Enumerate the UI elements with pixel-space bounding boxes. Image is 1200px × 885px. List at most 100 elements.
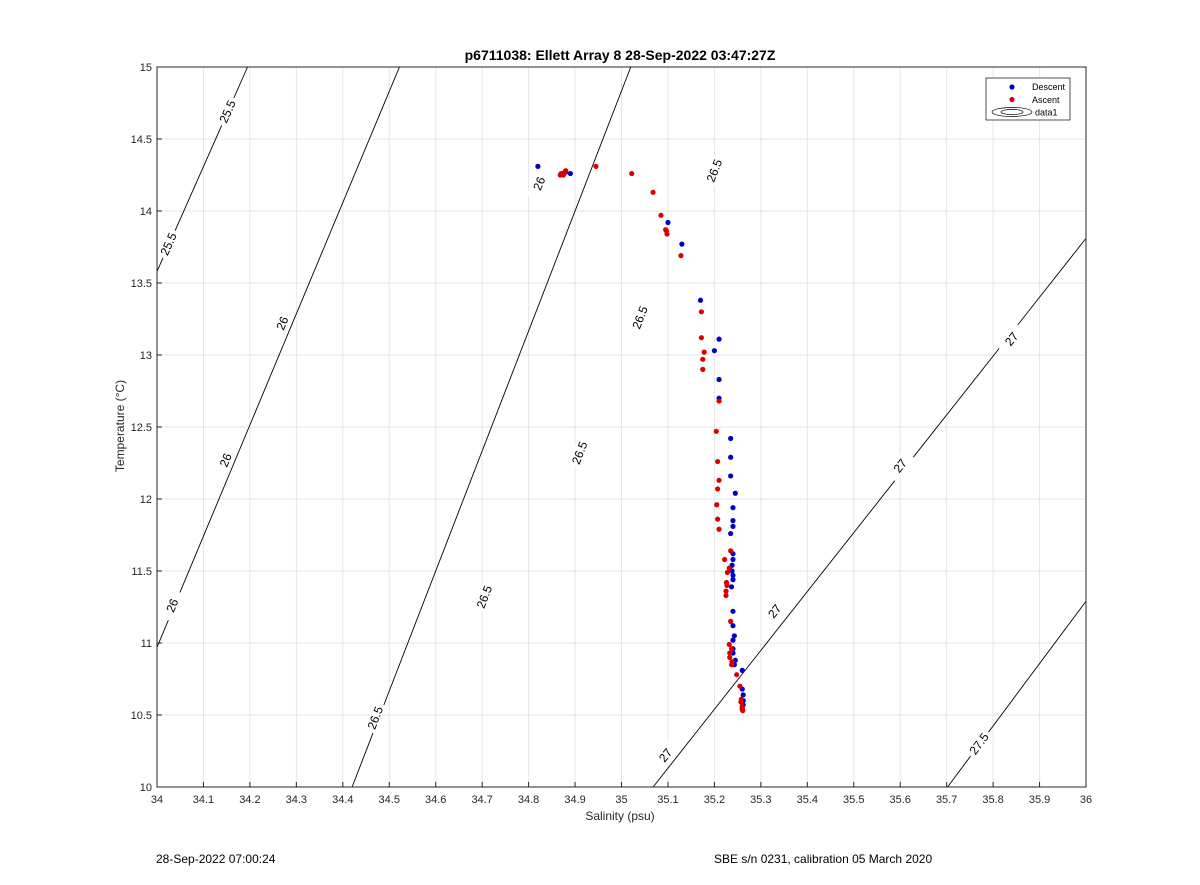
x-tick-label: 34.5	[379, 794, 400, 806]
contour-label-bg	[215, 95, 241, 129]
ascent-point	[723, 588, 729, 594]
contour-label-bg	[567, 436, 592, 470]
descent-point	[730, 523, 736, 529]
y-tick-label: 11.5	[131, 566, 152, 578]
legend-label-ascent: Ascent	[1032, 95, 1060, 105]
x-tick-label: 35.1	[657, 794, 678, 806]
descent-point	[716, 376, 722, 383]
data-points	[535, 163, 746, 714]
ascent-point	[663, 228, 670, 234]
y-tick-label: 14	[140, 206, 152, 218]
ascent-point	[728, 618, 734, 625]
x-axis-label: Salinity (psu)	[585, 809, 654, 823]
descent-point	[739, 667, 745, 673]
contour-label-bg	[628, 301, 653, 335]
x-tick-label: 35.6	[889, 794, 910, 806]
descent-point	[697, 297, 704, 303]
ascent-point	[563, 168, 569, 174]
ascent-point	[701, 349, 707, 355]
descent-point	[731, 633, 737, 639]
descent-point	[679, 241, 685, 247]
descent-point	[567, 170, 574, 177]
contour-label-bg	[759, 595, 790, 628]
legend: Descent Ascent data1	[985, 77, 1071, 121]
descent-point	[730, 577, 736, 583]
legend-marker-descent	[1009, 84, 1015, 90]
descent-point	[716, 336, 722, 342]
descent-point	[740, 692, 746, 698]
ascent-point	[734, 672, 740, 678]
descent-point	[711, 348, 718, 354]
ascent-point	[716, 477, 722, 483]
ascent-point	[723, 592, 729, 599]
chart-title: p6711038: Ellett Array 8 28-Sep-2022 03:…	[465, 47, 776, 63]
ascent-point	[716, 526, 722, 532]
descent-point	[730, 505, 736, 511]
descent-point	[730, 637, 736, 643]
ascent-point	[740, 708, 746, 714]
ascent-point	[698, 309, 704, 315]
ascent-point	[650, 189, 656, 195]
descent-point	[730, 623, 736, 629]
x-tick-label: 35.3	[750, 794, 771, 806]
contour-label-bg	[270, 306, 295, 340]
ascent-point	[715, 486, 721, 492]
ascent-point	[558, 170, 564, 177]
descent-point	[730, 572, 736, 578]
footer-calibration: SBE s/n 0231, calibration 05 March 2020	[714, 852, 933, 866]
x-tick-label: 34	[151, 794, 163, 806]
ascent-point	[698, 335, 704, 341]
contour-label: 26	[163, 596, 181, 614]
legend-label-descent: Descent	[1032, 82, 1066, 92]
ascent-point	[715, 516, 721, 522]
isopycnal-26.5	[351, 66, 632, 788]
legend-box	[985, 77, 1071, 121]
y-tick-label: 10	[140, 782, 152, 794]
y-tick-label: 10.5	[131, 710, 152, 722]
ascent-point	[728, 646, 735, 652]
contour-label: 26	[217, 451, 235, 469]
y-tick-label: 12.5	[131, 422, 152, 434]
descent-point	[535, 163, 541, 169]
y-tick-label: 12	[140, 494, 152, 506]
axis-ticks: 34 34.1 34.2 34.3 34.4 34.5 34.6 34.7 34.8 34.9 35…	[131, 62, 1093, 806]
descent-point	[728, 473, 734, 479]
y-tick-label: 15	[140, 62, 152, 74]
y-tick-label: 13.5	[131, 278, 152, 290]
x-tick-label: 35.4	[797, 794, 818, 806]
ascent-point	[714, 502, 720, 508]
legend-marker-contour	[991, 107, 1033, 117]
isopycnal-26	[156, 66, 400, 648]
descent-point	[728, 454, 734, 460]
ascent-point	[713, 428, 719, 434]
contour-label-bg	[885, 449, 915, 482]
descent-point	[728, 530, 734, 537]
grid-lines	[157, 67, 1086, 787]
contour-label-bg	[702, 154, 727, 188]
contour-label-bg	[363, 701, 388, 735]
ascent-point	[726, 565, 732, 571]
descent-point	[730, 518, 736, 524]
x-tick-label: 34.6	[425, 794, 446, 806]
contour-label-bg	[527, 167, 552, 201]
ascent-point	[593, 163, 599, 169]
ascent-point	[716, 398, 722, 404]
contour-label-bg	[213, 443, 238, 477]
x-tick-label: 34.4	[332, 794, 353, 806]
x-tick-label: 35.2	[704, 794, 725, 806]
ascent-point	[700, 366, 706, 372]
x-tick-label: 34.1	[193, 794, 214, 806]
contour-label-bg	[156, 227, 182, 261]
descent-point	[732, 490, 738, 496]
x-tick-label: 34.8	[518, 794, 539, 806]
y-axis-label: Temperature (°C)	[113, 380, 127, 472]
ascent-point	[658, 212, 664, 218]
density-contours: 25.525.52626262626.526.526.526.526.52727…	[156, 66, 1087, 788]
descent-point	[728, 584, 735, 590]
ascent-point	[728, 548, 734, 554]
descent-point	[728, 435, 734, 442]
x-tick-label: 36	[1080, 794, 1092, 806]
isopycnal-27.5	[947, 600, 1087, 788]
ascent-point	[727, 654, 733, 661]
contour-label-bg	[650, 739, 681, 772]
